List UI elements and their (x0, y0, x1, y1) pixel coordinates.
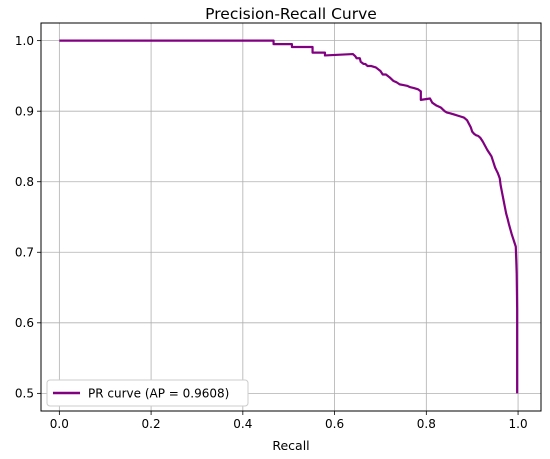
series-line (59, 39, 519, 394)
chart-title: Precision-Recall Curve (205, 5, 377, 23)
legend-label: PR curve (AP = 0.9608) (88, 387, 229, 401)
x-axis-ticks: 0.0 0.2 0.4 0.6 0.8 1.0 (50, 411, 528, 431)
legend-box (46, 379, 249, 407)
x-tick-label: 0.0 (50, 417, 69, 431)
y-tick-label: 1.0 (15, 34, 34, 48)
grid-lines (41, 23, 541, 411)
x-tick-label: 0.2 (142, 417, 161, 431)
legend: PR curve (AP = 0.9608) (46, 379, 249, 407)
x-tick-label: 0.8 (417, 417, 436, 431)
x-tick-label: 0.4 (233, 417, 252, 431)
x-tick-label: 0.6 (325, 417, 344, 431)
x-axis-label: Recall (272, 438, 309, 453)
y-tick-label: 0.8 (15, 175, 34, 189)
y-tick-label: 0.6 (15, 316, 34, 330)
y-axis-ticks: 0.5 0.6 0.7 0.8 0.9 1.0 (15, 34, 41, 401)
y-tick-label: 0.5 (15, 387, 34, 401)
x-tick-label: 1.0 (509, 417, 528, 431)
y-tick-label: 0.9 (15, 104, 34, 118)
y-tick-label: 0.7 (15, 246, 34, 260)
plot-series (59, 39, 519, 394)
plot-frame (40, 22, 542, 412)
